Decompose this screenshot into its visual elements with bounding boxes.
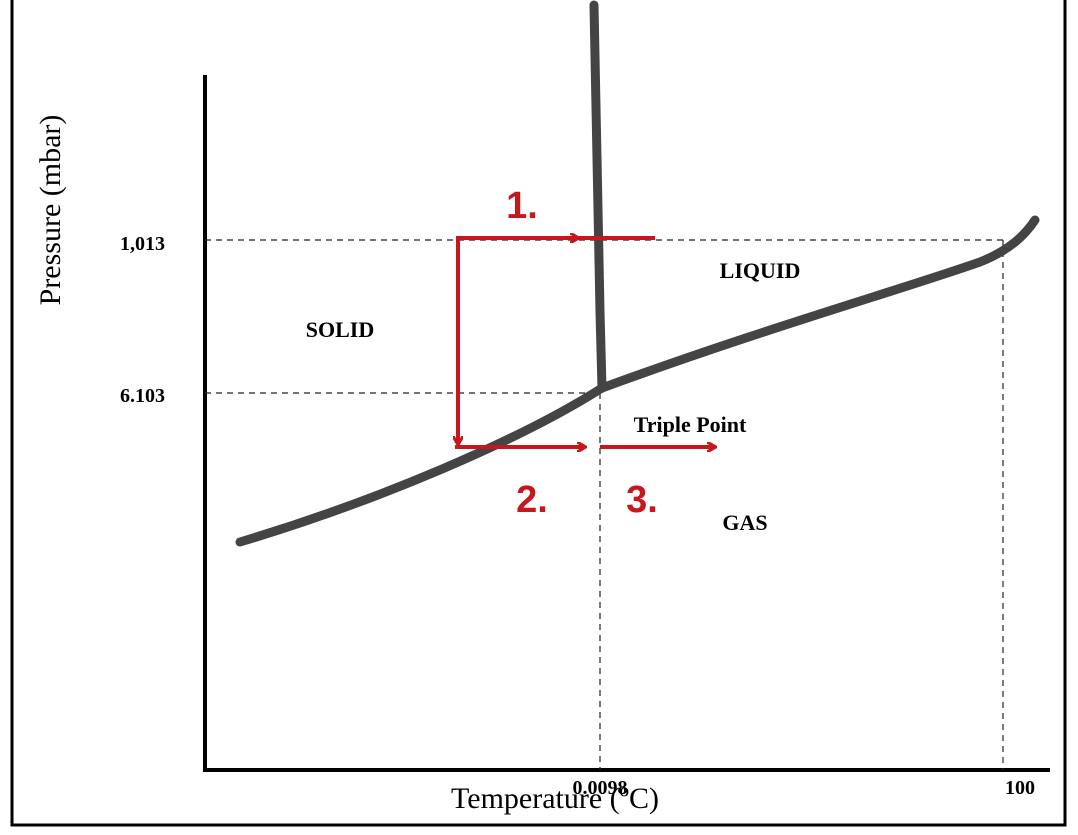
- annotation: Triple Point: [634, 412, 747, 437]
- phase-curves: [235, 0, 1040, 547]
- x-tick-label: 0.0098: [573, 777, 628, 799]
- region-label: SOLID: [306, 317, 374, 342]
- process-arrows: [455, 236, 715, 447]
- step-label: 1.: [506, 185, 538, 227]
- region-label: LIQUID: [720, 258, 801, 283]
- frame: [10, 0, 1067, 827]
- y-tick-label: 1,013: [120, 233, 165, 255]
- y-tick-label: 6.103: [120, 385, 165, 407]
- region-label: GAS: [722, 510, 767, 535]
- y-axis-label: Pressure (mbar): [34, 115, 67, 306]
- x-axis-label: Temperature (ºC): [451, 782, 659, 815]
- step-label: 2.: [516, 479, 548, 521]
- x-tick-label: 100: [1005, 777, 1035, 799]
- step-label: 3.: [626, 479, 658, 521]
